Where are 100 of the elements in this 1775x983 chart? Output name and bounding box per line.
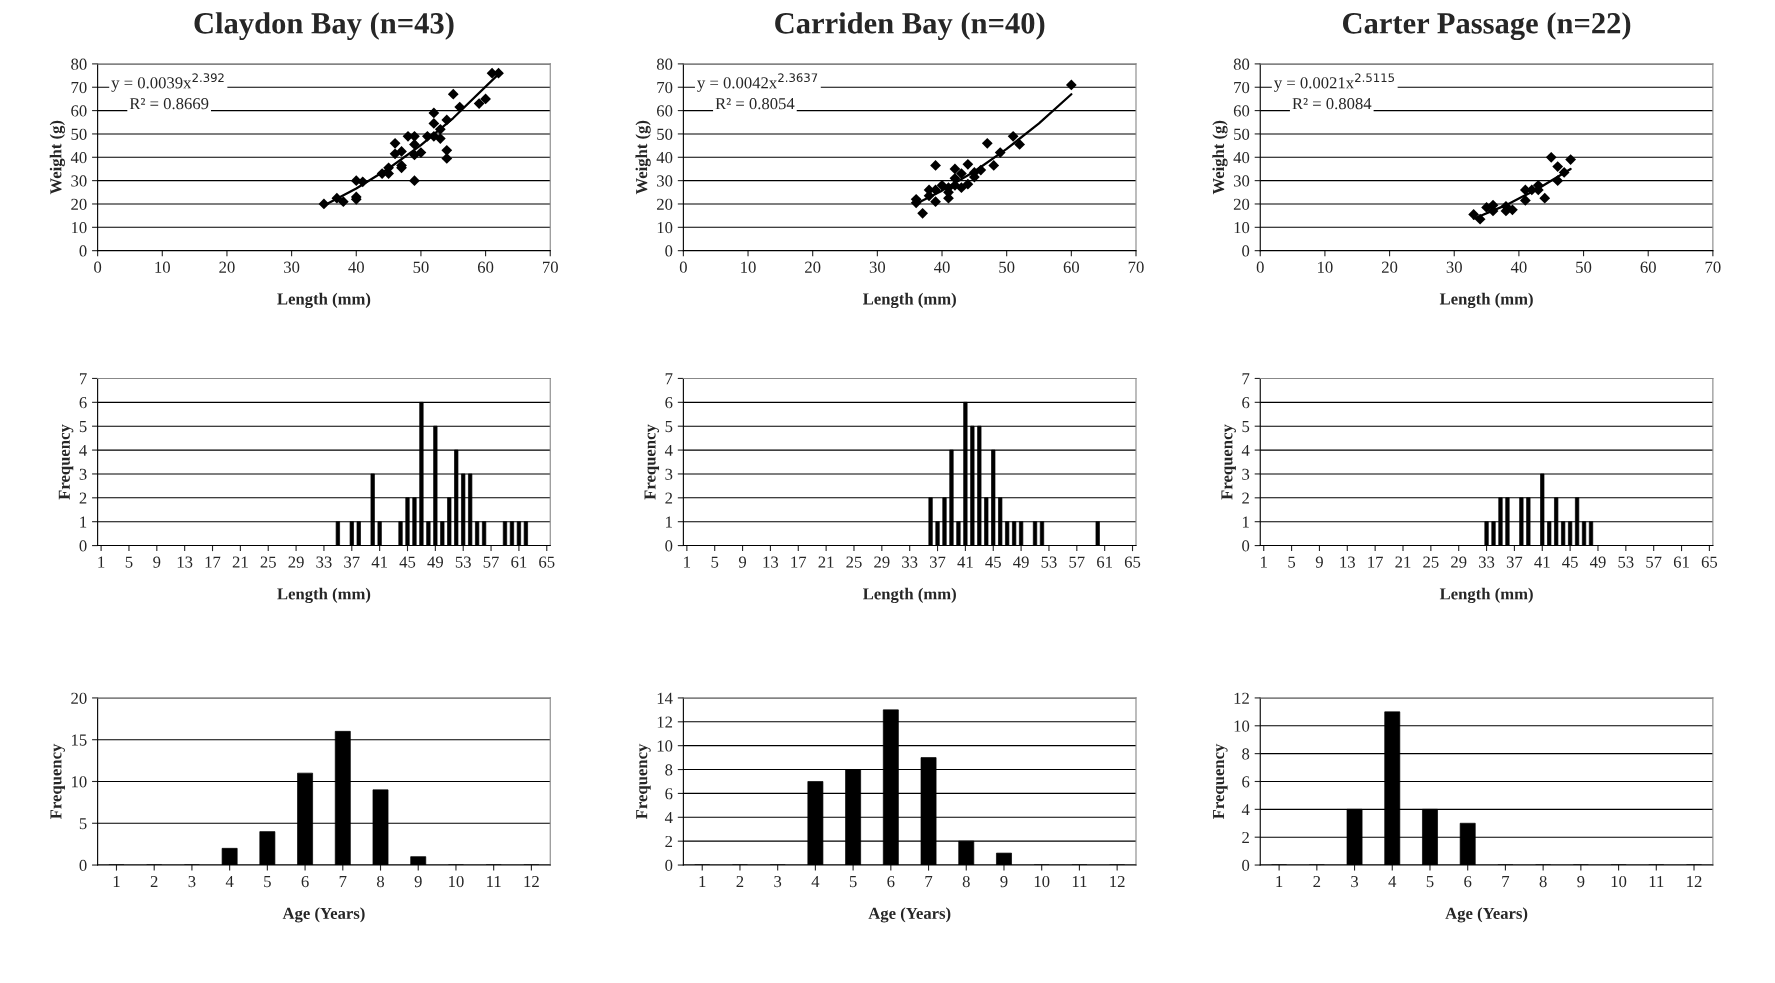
- x-tick-label: 10: [1034, 875, 1050, 888]
- x-tick-label: 37: [344, 556, 360, 568]
- y-tick-label: 80: [71, 58, 87, 70]
- y-tick-label: 80: [1233, 58, 1250, 70]
- y-tick-label: 12: [1234, 692, 1249, 704]
- x-tick-label: 53: [455, 556, 471, 568]
- y-axis-title: Frequency: [50, 743, 65, 820]
- y-tick-label: 15: [72, 734, 87, 746]
- y-tick-label: 3: [1242, 468, 1250, 480]
- y-tick-label: 4: [79, 444, 87, 456]
- x-tick-label: 10: [449, 875, 464, 888]
- y-tick-label: 0: [665, 540, 673, 552]
- x-tick-label: 25: [846, 556, 862, 568]
- y-tick-label: 0: [79, 245, 87, 257]
- y-tick-label: 6: [1242, 397, 1250, 409]
- x-tick-label: 2: [736, 875, 744, 888]
- x-tick-label: 5: [125, 556, 133, 568]
- y-tick-label: 20: [71, 692, 87, 704]
- y-tick-label: 5: [1242, 421, 1250, 433]
- x-tick-label: 1: [113, 876, 120, 888]
- x-tick-label: 37: [930, 556, 946, 568]
- x-tick-label: 33: [1479, 556, 1495, 568]
- x-tick-label: 6: [1464, 875, 1472, 888]
- x-tick-label: 17: [791, 556, 807, 568]
- x-tick-label: 10: [1318, 261, 1333, 273]
- y-tick-label: 60: [657, 105, 673, 117]
- y-tick-label: 7: [1242, 373, 1250, 385]
- y-tick-label: 60: [71, 105, 87, 117]
- y-tick-label: 1: [80, 516, 87, 528]
- x-tick-label: 25: [260, 556, 276, 568]
- x-tick-label: 49: [1013, 556, 1029, 568]
- x-tick-label: 21: [818, 556, 834, 568]
- x-tick-label: 50: [1576, 261, 1592, 273]
- x-tick-label: 11: [487, 876, 501, 888]
- y-tick-label: 6: [665, 397, 673, 409]
- x-tick-label: 41: [1534, 556, 1550, 568]
- y-tick-label: 50: [1234, 128, 1250, 140]
- y-tick-label: 20: [657, 198, 673, 210]
- x-tick-label: 3: [774, 875, 782, 888]
- y-tick-label: 6: [79, 397, 87, 409]
- x-axis-title: Length (mm): [862, 587, 956, 604]
- x-tick-label: 11: [1649, 876, 1664, 888]
- y-tick-label: 0: [79, 859, 87, 871]
- x-tick-label: 1: [1261, 556, 1267, 568]
- x-tick-label: 29: [1451, 556, 1467, 568]
- x-tick-label: 17: [205, 556, 221, 568]
- y-tick-label: 4: [1241, 444, 1250, 456]
- x-tick-label: 9: [153, 556, 161, 568]
- x-tick-label: 33: [902, 556, 918, 568]
- y-tick-label: 2: [1242, 831, 1249, 843]
- x-tick-label: 41: [957, 556, 973, 568]
- x-tick-label: 29: [874, 556, 890, 568]
- y-tick-label: 2: [665, 492, 673, 504]
- y-tick-label: 10: [1234, 222, 1250, 234]
- y-tick-label: 10: [657, 222, 673, 234]
- x-tick-label: 70: [1128, 261, 1144, 273]
- y-axis-title: Frequency: [636, 743, 651, 820]
- y-tick-label: 7: [79, 373, 87, 385]
- chart-title: Carriden Bay (n=40): [775, 12, 1045, 40]
- x-tick-label: 20: [805, 261, 821, 273]
- x-tick-label: 57: [1069, 556, 1085, 568]
- x-tick-label: 7: [925, 876, 933, 888]
- y-tick-label: 4: [1241, 804, 1250, 816]
- x-tick-label: 13: [1340, 556, 1355, 568]
- y-axis-title: Frequency: [1213, 743, 1228, 820]
- x-tick-label: 45: [985, 556, 1001, 568]
- y-tick-label: 50: [71, 128, 87, 140]
- y-axis-title: Weight (g): [49, 120, 65, 195]
- y-tick-label: 12: [657, 716, 673, 728]
- x-tick-label: 10: [155, 261, 170, 273]
- x-tick-label: 70: [543, 261, 558, 273]
- y-tick-label: 0: [665, 859, 673, 871]
- y-tick-label: 30: [1233, 175, 1250, 187]
- x-tick-label: 30: [284, 261, 300, 273]
- annotation: R² = 0.8054: [715, 98, 795, 110]
- x-tick-label: 6: [301, 875, 309, 888]
- x-tick-label: 29: [288, 556, 304, 568]
- x-tick-label: 2: [150, 875, 158, 888]
- x-tick-label: 45: [1562, 556, 1578, 568]
- y-tick-label: 10: [72, 776, 87, 788]
- x-tick-label: 60: [1063, 261, 1080, 273]
- x-tick-label: 25: [1423, 556, 1439, 568]
- x-tick-label: 17: [1368, 556, 1383, 568]
- y-tick-label: 70: [657, 81, 673, 94]
- x-tick-label: 40: [348, 261, 364, 273]
- chart-title: Carter Passage (n=22): [1343, 12, 1631, 41]
- x-tick-label: 1: [98, 556, 105, 568]
- y-tick-label: 1: [666, 516, 672, 528]
- x-tick-label: 0: [1256, 261, 1264, 273]
- x-tick-label: 21: [232, 556, 248, 568]
- x-tick-label: 10: [741, 261, 756, 273]
- x-tick-label: 20: [1381, 261, 1398, 273]
- x-tick-label: 37: [1506, 556, 1523, 568]
- x-tick-label: 8: [376, 875, 385, 888]
- x-tick-label: 9: [1000, 875, 1008, 888]
- x-tick-label: 21: [1395, 556, 1411, 568]
- x-tick-label: 65: [1701, 556, 1718, 568]
- y-tick-label: 0: [79, 540, 87, 552]
- x-axis-title: Length (mm): [277, 587, 371, 604]
- y-tick-label: 6: [1242, 776, 1250, 788]
